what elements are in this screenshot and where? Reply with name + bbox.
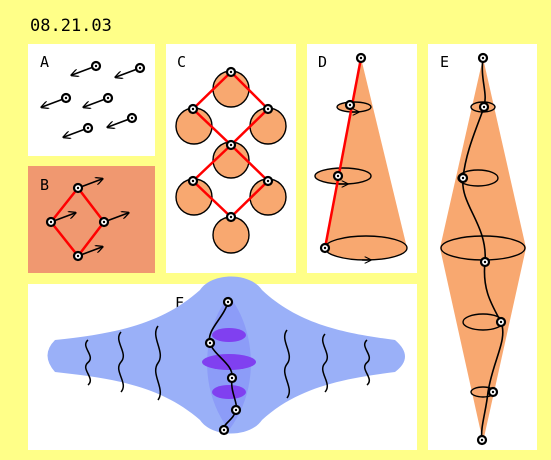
wave-line	[322, 333, 328, 393]
point-dot-center	[191, 179, 195, 183]
wave-line	[118, 331, 124, 393]
orange-blob	[212, 216, 250, 254]
wave-line	[284, 329, 290, 399]
point-dot-center	[461, 176, 465, 180]
panel-c: C	[166, 44, 296, 273]
point-dot-center	[234, 408, 238, 412]
point-dot-center	[359, 56, 363, 60]
point-dot-center	[499, 320, 503, 324]
panel-d-red-line	[323, 57, 363, 249]
point-dot-center	[229, 143, 233, 147]
violet-disc	[212, 385, 246, 399]
panel-e: E	[428, 44, 537, 450]
point-dot-center	[222, 428, 226, 432]
panel-d-precession-rings	[314, 101, 408, 261]
panel-a-background	[28, 44, 155, 156]
point-dot-center	[229, 215, 233, 219]
point-dot-center	[483, 260, 487, 264]
panel-b-label: B	[40, 176, 49, 194]
point-dot-center	[229, 70, 233, 74]
point-dot-center	[76, 186, 80, 190]
wave-line	[85, 339, 91, 386]
point-dot-center	[191, 107, 195, 111]
panel-f: F	[28, 276, 417, 450]
panel-f-waves	[85, 325, 370, 401]
point-dot-center	[348, 103, 352, 107]
point-dot-center	[491, 390, 495, 394]
point-dot-center	[336, 174, 340, 178]
point-dot-center	[266, 107, 270, 111]
point-dot-center	[266, 179, 270, 183]
panel-a-spins	[42, 60, 146, 137]
panel-f-label: F	[175, 294, 184, 312]
panel-d: D	[307, 44, 417, 273]
panel-c-points	[187, 66, 274, 223]
violet-disc	[212, 328, 246, 342]
violet-disc	[202, 354, 256, 370]
panel-f-points	[204, 296, 242, 436]
panel-e-points	[457, 52, 507, 446]
point-dot-center	[106, 96, 110, 100]
panel-b-spins	[45, 179, 128, 262]
point-dot-center	[138, 66, 142, 70]
title-date: 08.21.03	[30, 16, 112, 36]
panel-b: B	[28, 166, 155, 273]
panel-f-violet-discs	[202, 328, 256, 399]
panel-d-label: D	[318, 53, 327, 71]
point-dot-center	[226, 300, 230, 304]
precession-ring	[324, 235, 408, 261]
panel-a: A	[28, 44, 155, 156]
point-dot-center	[481, 56, 485, 60]
point-dot-center	[323, 246, 327, 250]
panel-a-label: A	[40, 53, 49, 71]
panel-e-label: E	[440, 53, 449, 71]
point-dot-center	[230, 376, 234, 380]
point-dot-center	[102, 220, 106, 224]
point-dot-center	[86, 126, 90, 130]
point-dot-center	[208, 341, 212, 345]
point-dot-center	[49, 220, 53, 224]
point-dot-center	[94, 64, 98, 68]
panel-d-orange-cone	[325, 58, 407, 248]
panel-c-label: C	[177, 53, 186, 71]
point-dot-center	[480, 438, 484, 442]
wave-line	[155, 325, 161, 401]
panel-d-points	[319, 52, 367, 254]
wave-line	[364, 339, 370, 386]
point-dot-center	[482, 105, 486, 109]
point-dot-center	[64, 96, 68, 100]
point-dot-center	[76, 254, 80, 258]
point-dot-center	[130, 116, 134, 120]
